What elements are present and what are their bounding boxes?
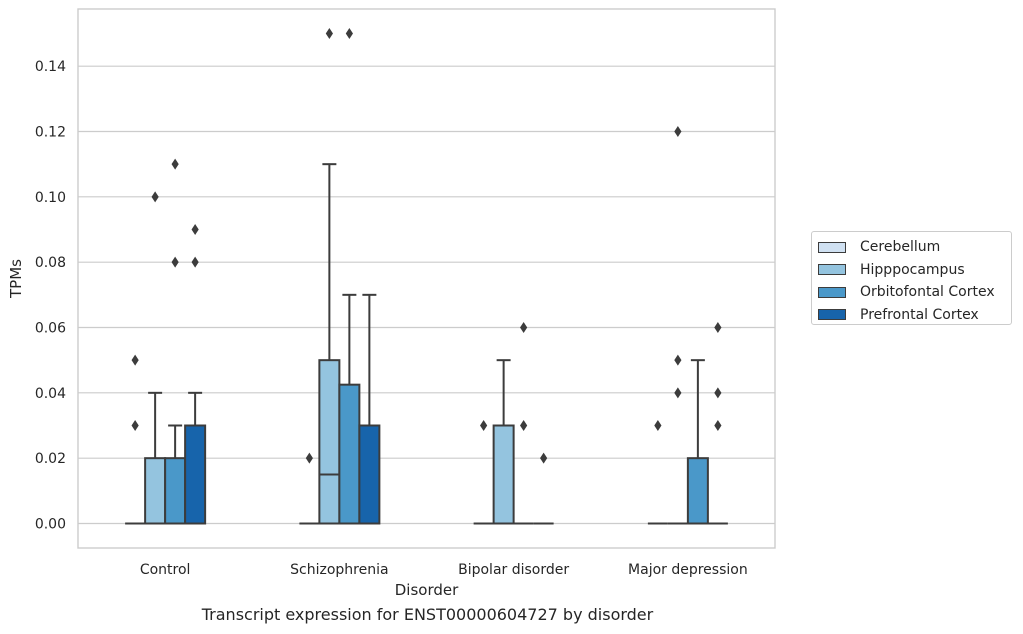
y-tick-label: 0.10 [35, 190, 66, 206]
y-tick-label: 0.04 [35, 386, 66, 402]
outlier-point [171, 158, 179, 170]
legend: Cerebellum Hipppocampus Orbitofontal Cor… [811, 231, 1012, 325]
outlier-point [520, 420, 528, 431]
y-tick-label: 0.08 [35, 255, 66, 271]
outlier-point [131, 420, 139, 431]
box [492, 424, 515, 525]
box [686, 457, 709, 525]
y-axis-label: TPMs [7, 259, 25, 299]
legend-swatch-prefrontal [818, 309, 846, 321]
outlier-point [654, 420, 662, 431]
outlier-point [674, 126, 682, 137]
legend-item-cerebellum: Cerebellum [818, 236, 1011, 259]
legend-swatch-cerebellum [818, 241, 846, 253]
box [318, 359, 341, 525]
outlier-point [480, 420, 488, 431]
chart-caption: Transcript expression for ENST0000060472… [201, 605, 654, 624]
y-tick-label: 0.02 [35, 451, 66, 467]
legend-item-prefrontal: Prefrontal Cortex [818, 304, 1011, 327]
legend-swatch-orbitofrontal [818, 286, 846, 298]
x-tick-label: Schizophrenia [290, 562, 388, 578]
outlier-point [131, 354, 139, 366]
outlier-point [714, 420, 722, 431]
x-tick-label: Bipolar disorder [458, 562, 569, 578]
outlier-point [714, 387, 722, 399]
outlier-point [345, 28, 353, 39]
outlier-point [151, 191, 159, 203]
x-axis-label: Disorder [395, 581, 459, 599]
legend-item-orbitofrontal: Orbitofontal Cortex [818, 281, 1011, 304]
y-tick-label: 0.14 [35, 59, 66, 75]
y-tick-label: 0.06 [35, 321, 66, 337]
outlier-point [305, 452, 313, 464]
outlier-point [191, 256, 199, 268]
box [144, 457, 167, 525]
y-tick-label: 0.12 [35, 125, 66, 141]
legend-item-hippocampus: Hipppocampus [818, 259, 1011, 282]
y-tick-label: 0.00 [35, 517, 66, 533]
legend-label: Orbitofontal Cortex [860, 284, 995, 301]
outlier-point [714, 322, 722, 333]
outlier-point [520, 322, 528, 333]
box [338, 383, 361, 525]
outlier-point [171, 256, 179, 268]
legend-label: Prefrontal Cortex [860, 306, 979, 323]
outlier-point [674, 354, 682, 366]
legend-swatch-hippocampus [818, 264, 846, 276]
box [184, 424, 207, 525]
outlier-point [540, 452, 548, 464]
box [164, 457, 187, 525]
outlier-point [325, 28, 333, 39]
legend-label: Hipppocampus [860, 261, 965, 278]
outlier-point [674, 387, 682, 399]
outlier-point [191, 224, 199, 235]
box [358, 424, 381, 525]
legend-label: Cerebellum [860, 239, 941, 256]
x-tick-label: Major depression [628, 562, 748, 578]
x-tick-label: Control [140, 562, 191, 578]
plot-frame [77, 8, 776, 549]
